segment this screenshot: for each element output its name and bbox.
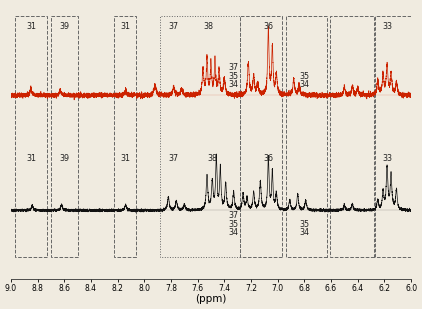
Text: 34: 34 (299, 228, 309, 237)
Text: 31: 31 (121, 154, 131, 163)
Text: 34: 34 (299, 80, 309, 89)
Bar (375, 16, 411, 257)
Text: 37: 37 (169, 22, 179, 31)
Text: 36: 36 (263, 154, 273, 163)
Bar (241, 16, 282, 257)
Bar (15, 16, 47, 257)
Text: 33: 33 (382, 154, 392, 163)
Text: 36: 36 (263, 22, 273, 31)
Text: 34: 34 (229, 228, 239, 237)
Text: 35: 35 (299, 72, 309, 81)
Text: 39: 39 (59, 154, 69, 163)
Bar (114, 16, 136, 257)
Text: 31: 31 (26, 154, 36, 163)
Text: 35: 35 (229, 72, 239, 81)
Text: 31: 31 (26, 22, 36, 31)
Bar (330, 16, 374, 257)
Text: 35: 35 (299, 220, 309, 229)
Text: 37: 37 (229, 211, 239, 220)
Bar (160, 16, 241, 257)
Text: 35: 35 (229, 220, 239, 229)
X-axis label: (ppm): (ppm) (195, 294, 227, 304)
Text: 33: 33 (382, 22, 392, 31)
Bar (51, 16, 78, 257)
Text: 31: 31 (121, 22, 131, 31)
Text: 37: 37 (229, 63, 239, 72)
Text: 39: 39 (59, 22, 69, 31)
Text: 37: 37 (169, 154, 179, 163)
Text: 38: 38 (203, 22, 214, 31)
Text: 34: 34 (229, 80, 239, 89)
Text: 38: 38 (207, 154, 217, 163)
Bar (286, 16, 327, 257)
